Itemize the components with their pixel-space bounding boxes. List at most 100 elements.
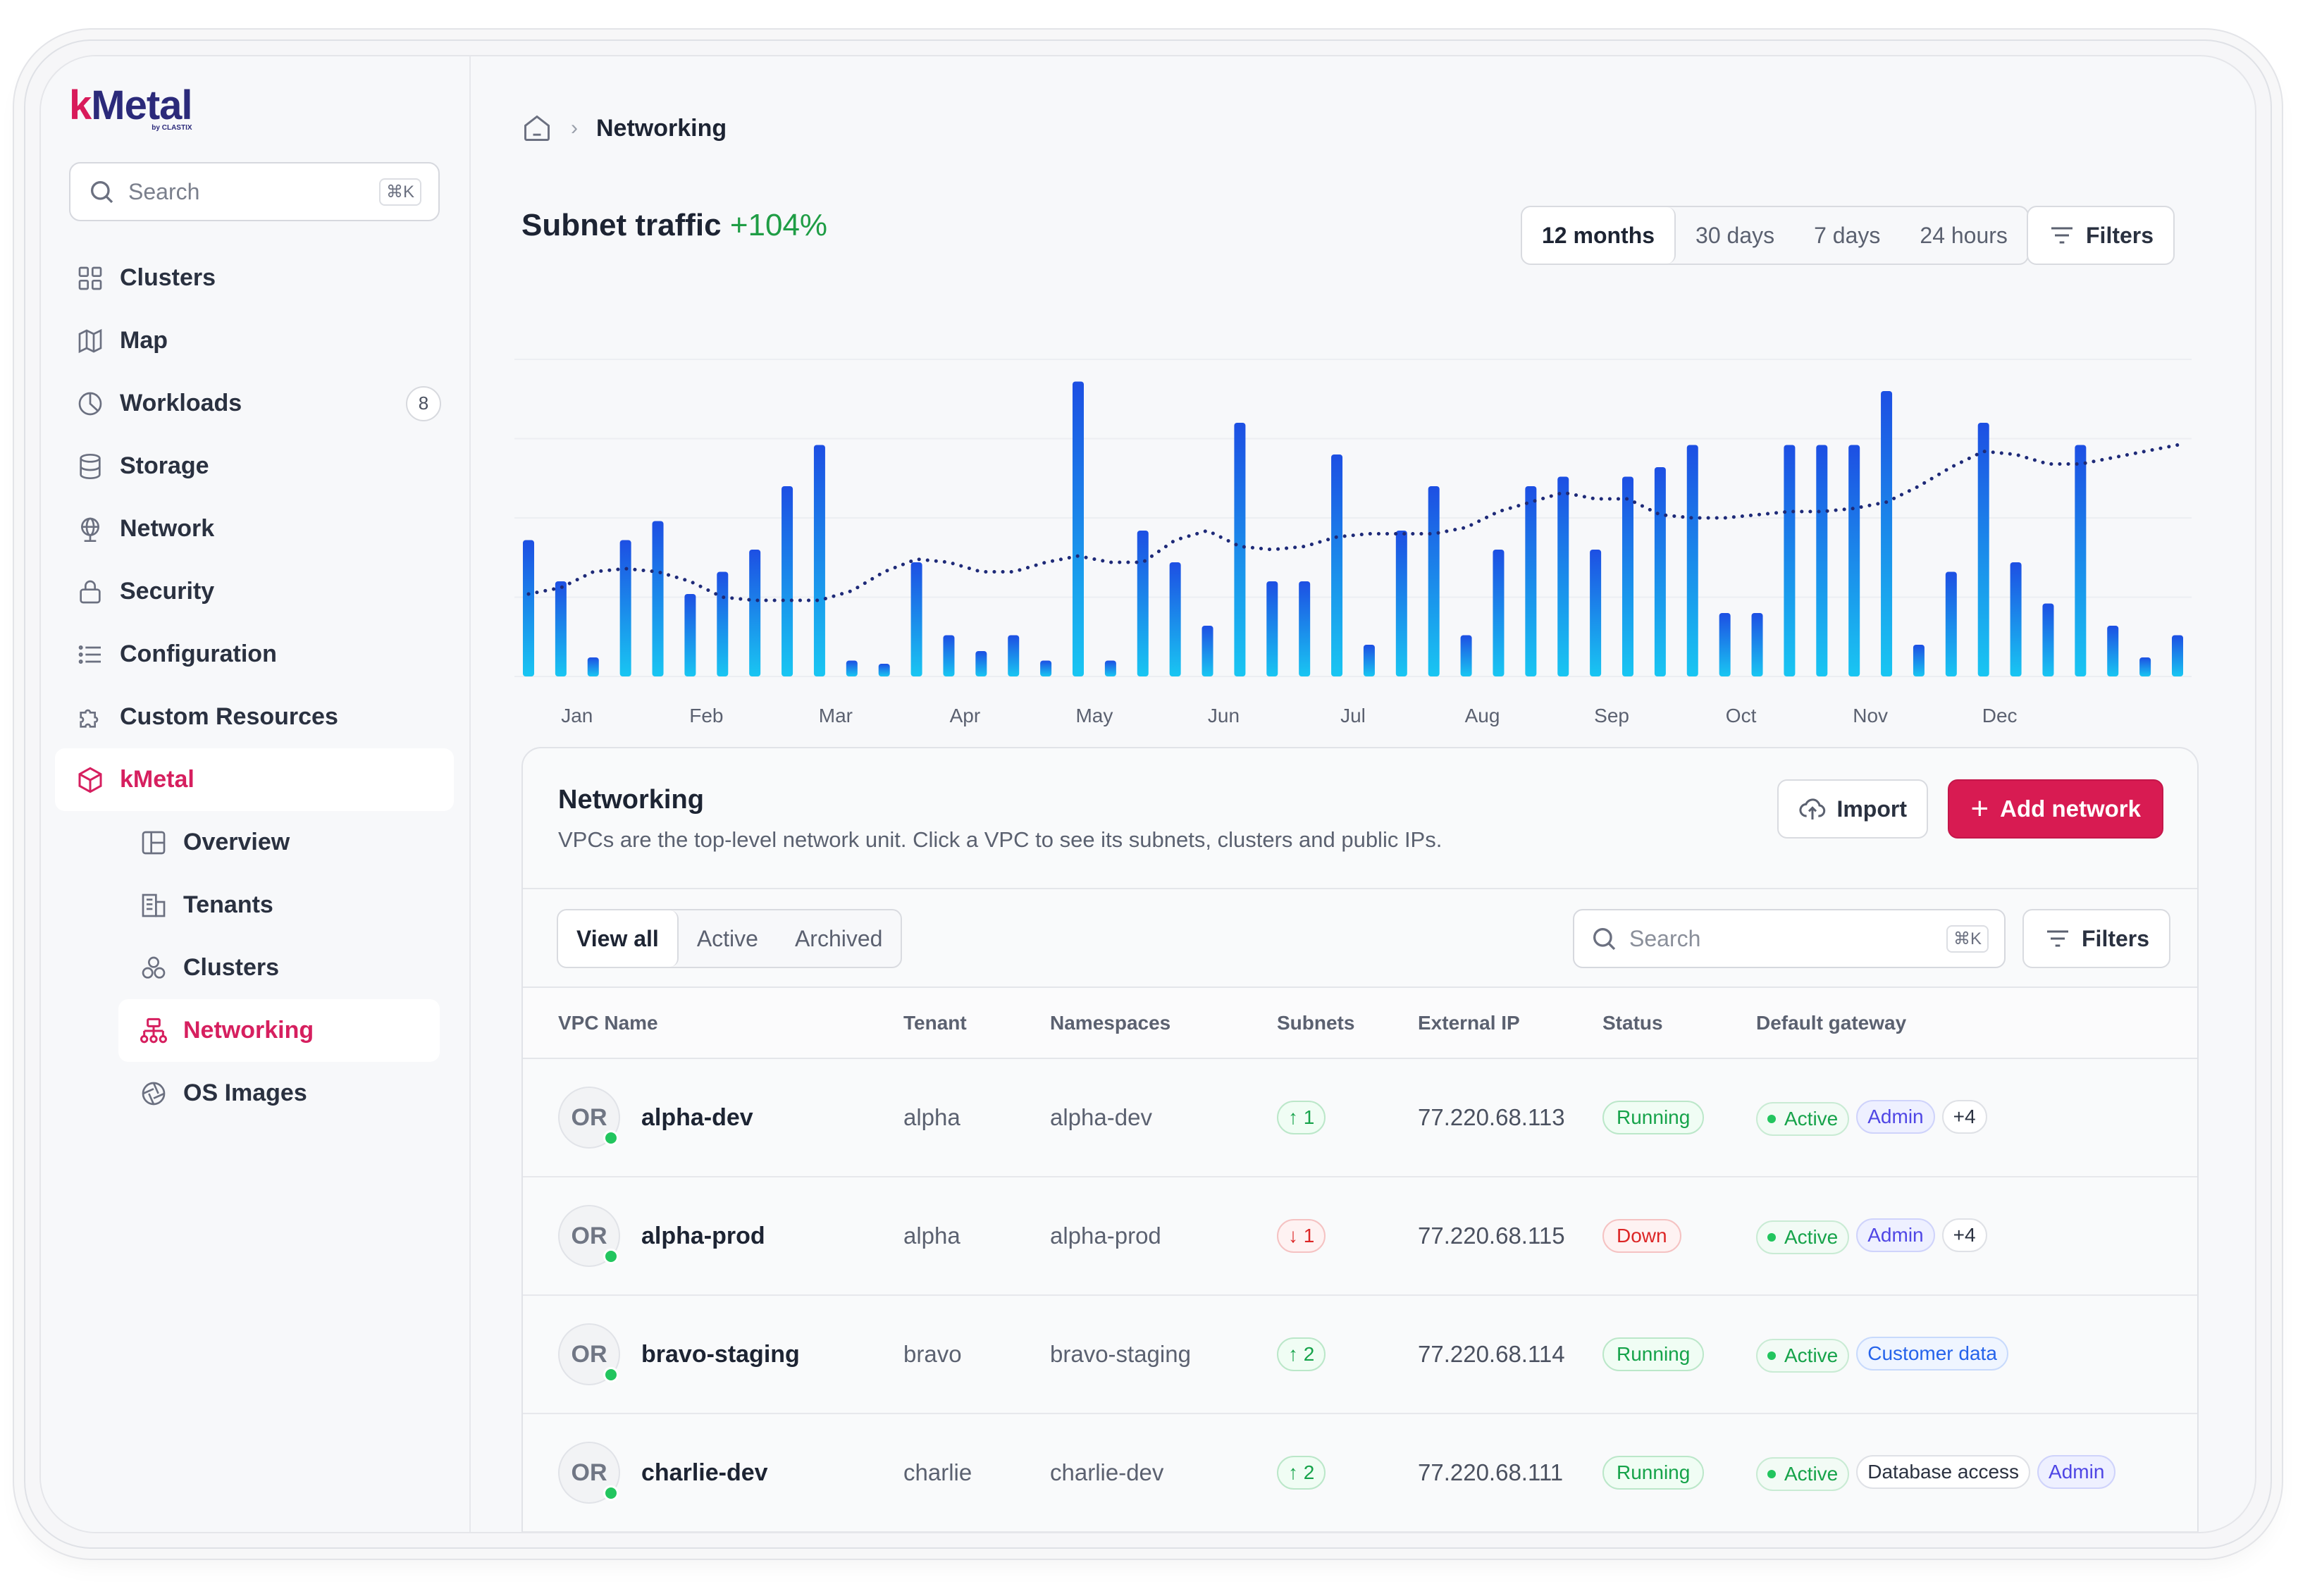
subnets-cell: ↑ 2 (1277, 1413, 1418, 1532)
sidebar-item-label: Storage (120, 452, 209, 479)
tenant-cell: alpha (903, 1177, 1050, 1296)
external-ip-cell: 77.220.68.113 (1418, 1058, 1602, 1177)
range-7-days[interactable]: 7 days (1814, 222, 1881, 248)
globe-icon (76, 515, 104, 543)
status-cell: Running (1602, 1058, 1756, 1177)
col-default-gateway[interactable]: Default gateway (1756, 988, 2197, 1059)
card-title: Networking (558, 785, 704, 815)
table-row[interactable]: OR alpha-prod alpha alpha-prod ↓ 1 77.22… (523, 1177, 2197, 1296)
chart-bar (1460, 635, 1472, 676)
traffic-delta: +104% (729, 208, 828, 242)
chart-bar (1751, 613, 1763, 676)
vpc-name-cell: OR charlie-dev (523, 1413, 903, 1532)
chart-bar (2075, 445, 2087, 676)
subnav-item-label: Tenants (183, 891, 273, 918)
add-network-button[interactable]: + Add network (1948, 779, 2163, 839)
subnav-item-overview[interactable]: Overview (118, 811, 440, 874)
vpc-name[interactable]: bravo-staging (641, 1340, 800, 1368)
avatar: OR (558, 1442, 620, 1504)
chart-bar (1169, 562, 1181, 676)
vpc-name-cell: OR alpha-dev (523, 1058, 903, 1177)
chart-x-tick-label: Jul (1340, 705, 1366, 726)
filter-icon (2048, 221, 2076, 249)
gateway-tag: Admin (2037, 1454, 2116, 1489)
sidebar-item-storage[interactable]: Storage (55, 435, 454, 497)
sidebar-item-clusters[interactable]: Clusters (55, 247, 454, 309)
chart-bar (1557, 476, 1569, 676)
namespace-cell: alpha-prod (1050, 1177, 1277, 1296)
tab-archived[interactable]: Archived (794, 925, 883, 951)
chart-bar (652, 521, 664, 676)
range-30-days[interactable]: 30 days (1695, 222, 1775, 248)
chart-bar (1040, 660, 1052, 676)
table-search-input[interactable]: Search ⌘K (1573, 909, 2006, 968)
col-tenant[interactable]: Tenant (903, 988, 1050, 1059)
status-badge: Running (1602, 1337, 1705, 1371)
sidebar-item-map[interactable]: Map (55, 309, 454, 372)
subnet-count-badge: ↓ 1 (1277, 1219, 1326, 1253)
chart-x-tick-label: Dec (1982, 705, 2018, 726)
gateway-tag: +4 (1941, 1218, 1987, 1252)
sidebar-item-kmetal[interactable]: kMetal (55, 748, 454, 811)
home-icon[interactable] (521, 113, 552, 144)
col-vpc-name[interactable]: VPC Name (523, 988, 903, 1059)
namespace-cell: alpha-dev (1050, 1058, 1277, 1177)
table-toolbar: View all Active Archived Search ⌘K Filte… (523, 889, 2197, 988)
col-external-ip[interactable]: External IP (1418, 988, 1602, 1059)
kmetal-logo[interactable]: kMetal by CLASTIX (69, 82, 193, 132)
sidebar-item-configuration[interactable]: Configuration (55, 623, 454, 686)
aperture-icon (140, 1080, 168, 1108)
chart-bar (555, 581, 567, 676)
gateway-tag: Admin (1856, 1099, 1935, 1134)
subnav-item-networking[interactable]: Networking (118, 999, 440, 1062)
chart-bar (1686, 445, 1698, 676)
vpc-name[interactable]: alpha-dev (641, 1103, 753, 1131)
status-cell: Running (1602, 1295, 1756, 1414)
col-namespaces[interactable]: Namespaces (1050, 988, 1277, 1059)
status-dot-icon (1767, 1232, 1776, 1242)
import-button[interactable]: Import (1777, 779, 1928, 839)
chart-bar (2010, 562, 2022, 676)
subnav-item-label: Clusters (183, 954, 280, 981)
sidebar-item-custom-resources[interactable]: Custom Resources (55, 686, 454, 748)
search-icon (1590, 924, 1618, 953)
layout-icon (140, 829, 168, 857)
table-header-row: VPC Name Tenant Namespaces Subnets Exter… (523, 988, 2197, 1059)
table-row[interactable]: OR charlie-dev charlie charlie-dev ↑ 2 7… (523, 1413, 2197, 1532)
sidebar-item-network[interactable]: Network (55, 497, 454, 560)
chart-bar (1493, 550, 1505, 676)
table-row[interactable]: OR bravo-staging bravo bravo-staging ↑ 2… (523, 1295, 2197, 1414)
table-row[interactable]: OR alpha-dev alpha alpha-dev ↑ 1 77.220.… (523, 1058, 2197, 1177)
status-tabs: View all Active Archived (557, 909, 903, 968)
chart-bar (975, 651, 987, 676)
tab-active[interactable]: Active (696, 925, 758, 951)
sidebar-item-security[interactable]: Security (55, 560, 454, 623)
subnav-item-os-images[interactable]: OS Images (118, 1062, 440, 1125)
chart-bar (1331, 454, 1343, 676)
chart-trend-line (526, 443, 2180, 602)
gateway-tag: Customer data (1856, 1336, 2008, 1371)
col-subnets[interactable]: Subnets (1277, 988, 1418, 1059)
time-range-selector: 12 months 30 days 7 days 24 hours (1521, 206, 2029, 265)
subnet-count-badge: ↑ 1 (1277, 1101, 1326, 1134)
vpc-name[interactable]: charlie-dev (641, 1459, 768, 1486)
sidebar-item-label: Network (120, 515, 215, 542)
card-description: VPCs are the top-level network unit. Cli… (558, 827, 1443, 852)
vpc-name[interactable]: alpha-prod (641, 1222, 765, 1249)
sidebar-search-input[interactable]: Search ⌘K (69, 162, 440, 221)
sidebar-item-workloads[interactable]: Workloads 8 (55, 372, 454, 435)
chart-filters-button[interactable]: Filters (2027, 206, 2175, 265)
chevron-right-icon: › (571, 116, 578, 140)
range-24-hours[interactable]: 24 hours (1920, 222, 2008, 248)
status-dot-icon (1767, 1351, 1776, 1360)
filter-icon (2044, 924, 2072, 953)
tab-view-all[interactable]: View all (558, 910, 679, 967)
subnav-item-tenants[interactable]: Tenants (118, 874, 440, 936)
chart-bar (813, 445, 825, 676)
chart-bar (1719, 613, 1731, 676)
col-status[interactable]: Status (1602, 988, 1756, 1059)
table-filters-button[interactable]: Filters (2022, 909, 2171, 968)
chart-bar (1622, 476, 1633, 676)
subnav-item-clusters[interactable]: Clusters (118, 936, 440, 999)
range-12-months[interactable]: 12 months (1522, 207, 1676, 264)
